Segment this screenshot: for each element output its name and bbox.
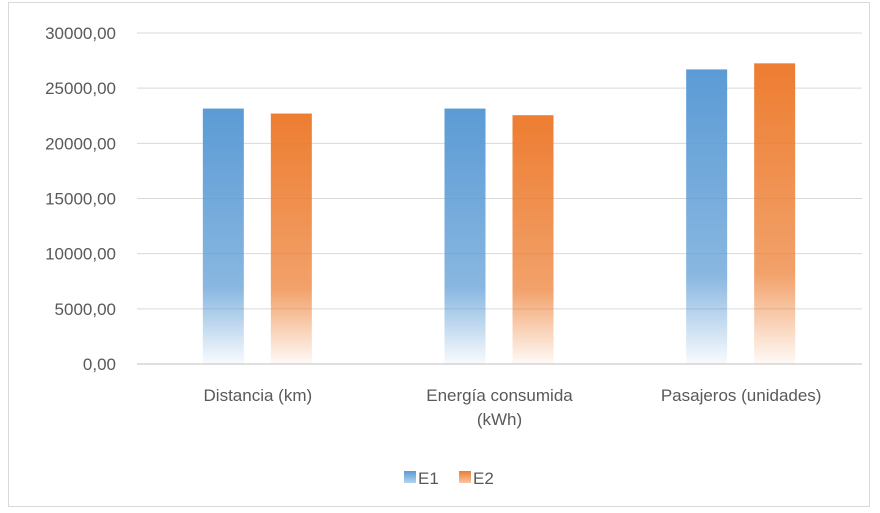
bar-e2-2 xyxy=(754,63,796,364)
y-tick-label: 5000,00 xyxy=(55,300,116,319)
y-tick-label: 25000,00 xyxy=(45,79,116,98)
legend-label-e1: E1 xyxy=(418,469,439,488)
y-axis-tick-labels: 0,00 5000,00 10000,00 15000,00 20000,00 25000… xyxy=(45,24,116,374)
legend: E1 E2 xyxy=(404,469,494,488)
legend-swatch-e2 xyxy=(459,471,471,483)
y-tick-label: 10000,00 xyxy=(45,245,116,264)
y-tick-label: 30000,00 xyxy=(45,24,116,43)
bar-e2-1 xyxy=(512,115,554,364)
x-category-label: Pasajeros (unidades) xyxy=(661,386,822,405)
y-tick-label: 0,00 xyxy=(83,355,116,374)
gridlines xyxy=(137,32,862,365)
bars xyxy=(202,63,796,364)
bar-e1-1 xyxy=(444,108,486,364)
x-axis: Distancia (km) Energía consumida (kWh) Pasa… xyxy=(204,386,822,429)
bar-e2-0 xyxy=(270,113,312,364)
y-tick-label: 20000,00 xyxy=(45,134,116,153)
x-category-label: Distancia (km) xyxy=(204,386,313,405)
legend-label-e2: E2 xyxy=(473,469,494,488)
legend-swatch-e1 xyxy=(404,471,416,483)
x-category-label: Energía consumida (kWh) xyxy=(426,386,573,429)
y-tick-label: 15000,00 xyxy=(45,190,116,209)
bar-e1-0 xyxy=(202,108,244,364)
bar-e1-2 xyxy=(686,69,728,364)
